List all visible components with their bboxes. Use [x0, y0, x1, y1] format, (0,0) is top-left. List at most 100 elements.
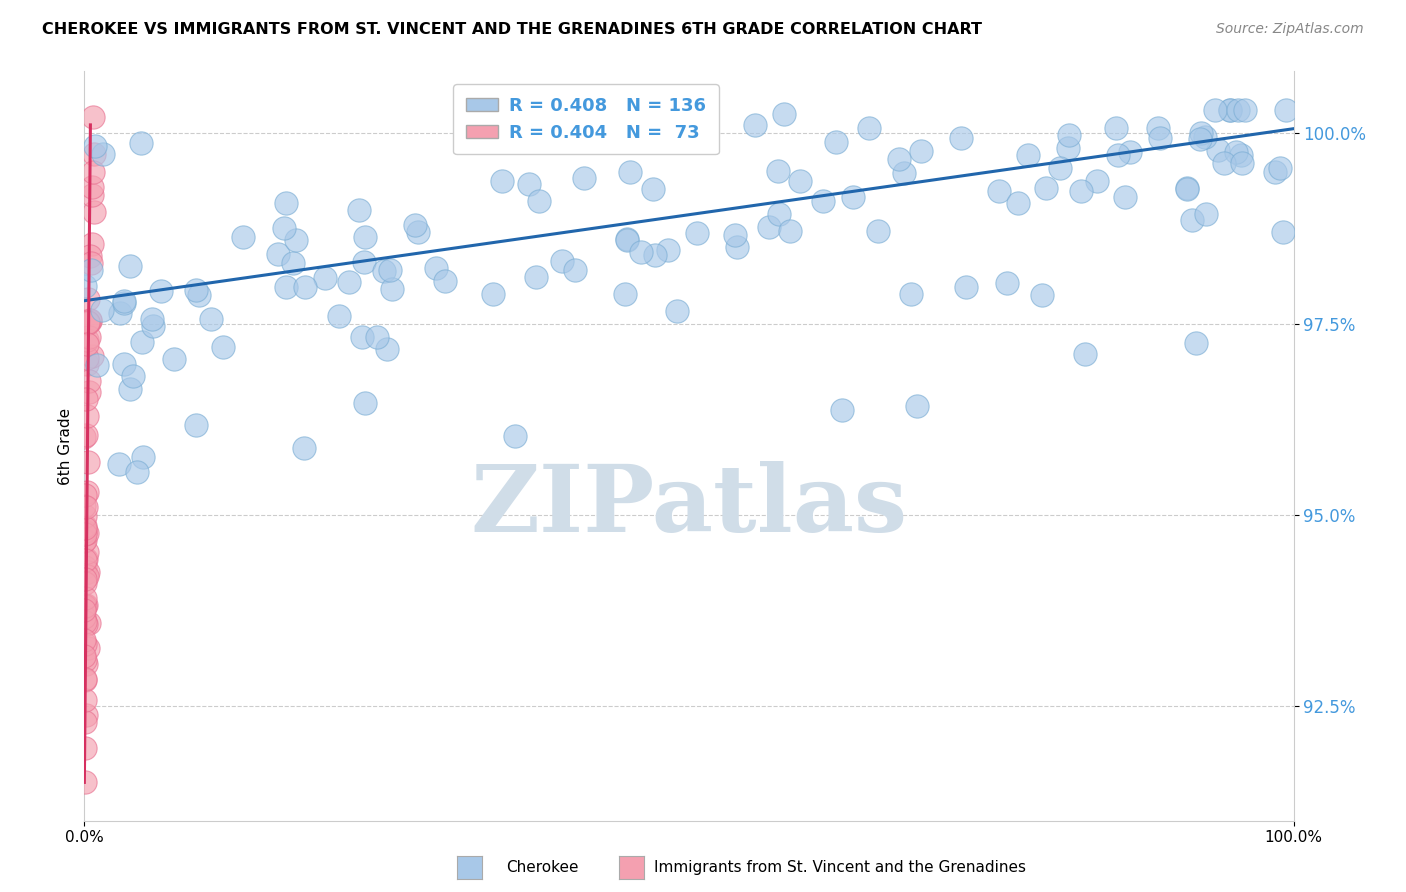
Point [200, 312, 222, 326]
Point [73, 278, 96, 293]
Point [75, 500, 97, 514]
Point [76, 641, 98, 656]
Point [76, 337, 98, 351]
Text: Source: ZipAtlas.com: Source: ZipAtlas.com [1216, 22, 1364, 37]
Point [285, 234, 308, 248]
Point [657, 244, 679, 258]
Point [129, 136, 152, 150]
Point [73, 602, 96, 616]
Point [80, 256, 103, 270]
Point [83, 147, 105, 161]
Point [550, 254, 572, 268]
Point [1270, 161, 1292, 176]
Point [995, 277, 1018, 291]
Point [77, 292, 100, 306]
Point [73, 599, 96, 614]
Point [893, 166, 915, 180]
Point [955, 280, 977, 294]
Point [110, 305, 132, 319]
Point [868, 224, 890, 238]
Point [276, 196, 298, 211]
Point [1181, 212, 1204, 227]
Point [142, 318, 165, 333]
Point [73, 576, 96, 591]
Point [404, 218, 426, 232]
Point [666, 304, 689, 318]
Point [887, 152, 910, 166]
Point [789, 173, 811, 187]
Point [527, 194, 550, 208]
Point [75, 488, 97, 502]
Point [75, 521, 97, 535]
Point [1119, 145, 1142, 159]
Point [949, 130, 972, 145]
Point [75, 693, 97, 707]
Point [1194, 130, 1216, 145]
Point [1049, 161, 1071, 176]
Point [768, 207, 790, 221]
Point [842, 190, 865, 204]
Point [524, 270, 547, 285]
Point [75, 657, 97, 672]
Point [1057, 128, 1080, 143]
Point [75, 599, 97, 614]
Point [82, 110, 104, 124]
Point [381, 282, 404, 296]
Point [1056, 141, 1078, 155]
Point [75, 552, 97, 566]
Point [77, 317, 100, 331]
Point [1219, 103, 1241, 117]
Point [73, 519, 96, 533]
Point [273, 221, 295, 235]
Point [1195, 207, 1218, 221]
Point [1035, 181, 1057, 195]
Point [1175, 182, 1198, 196]
Point [75, 599, 97, 613]
Point [91, 302, 114, 317]
Point [910, 145, 932, 159]
Text: ZIPatlas: ZIPatlas [471, 461, 907, 551]
Point [725, 239, 748, 253]
Point [73, 740, 96, 755]
Point [988, 184, 1011, 198]
Text: CHEROKEE VS IMMIGRANTS FROM ST. VINCENT AND THE GRENADINES 6TH GRADE CORRELATION: CHEROKEE VS IMMIGRANTS FROM ST. VINCENT … [42, 22, 983, 37]
Point [1105, 120, 1128, 135]
Point [73, 598, 96, 612]
Point [564, 263, 586, 277]
Point [267, 247, 290, 261]
Point [73, 775, 96, 789]
Point [575, 128, 598, 143]
Legend: R = 0.408   N = 136, R = 0.404   N =  73: R = 0.408 N = 136, R = 0.404 N = 73 [453, 84, 718, 154]
Point [149, 284, 172, 298]
Point [350, 330, 373, 344]
Point [339, 275, 361, 289]
Point [616, 233, 638, 247]
Point [619, 165, 641, 179]
Point [724, 227, 747, 242]
Point [76, 409, 98, 423]
Point [900, 287, 922, 301]
Point [644, 248, 666, 262]
Text: Cherokee: Cherokee [506, 860, 579, 874]
Point [79, 249, 101, 263]
Point [131, 450, 153, 464]
Point [572, 171, 595, 186]
Point [75, 653, 97, 667]
Point [76, 569, 98, 583]
Point [292, 441, 315, 455]
Point [141, 311, 163, 326]
Point [685, 227, 707, 241]
Point [1206, 143, 1229, 157]
Point [1147, 121, 1170, 136]
Point [1233, 103, 1256, 117]
Point [811, 194, 834, 209]
Point [613, 287, 636, 301]
Point [491, 174, 513, 188]
Point [118, 382, 141, 396]
Point [406, 225, 429, 239]
Point [73, 533, 96, 548]
Point [75, 508, 97, 523]
Point [373, 264, 395, 278]
Point [744, 118, 766, 132]
Y-axis label: 6th Grade: 6th Grade [58, 408, 73, 484]
